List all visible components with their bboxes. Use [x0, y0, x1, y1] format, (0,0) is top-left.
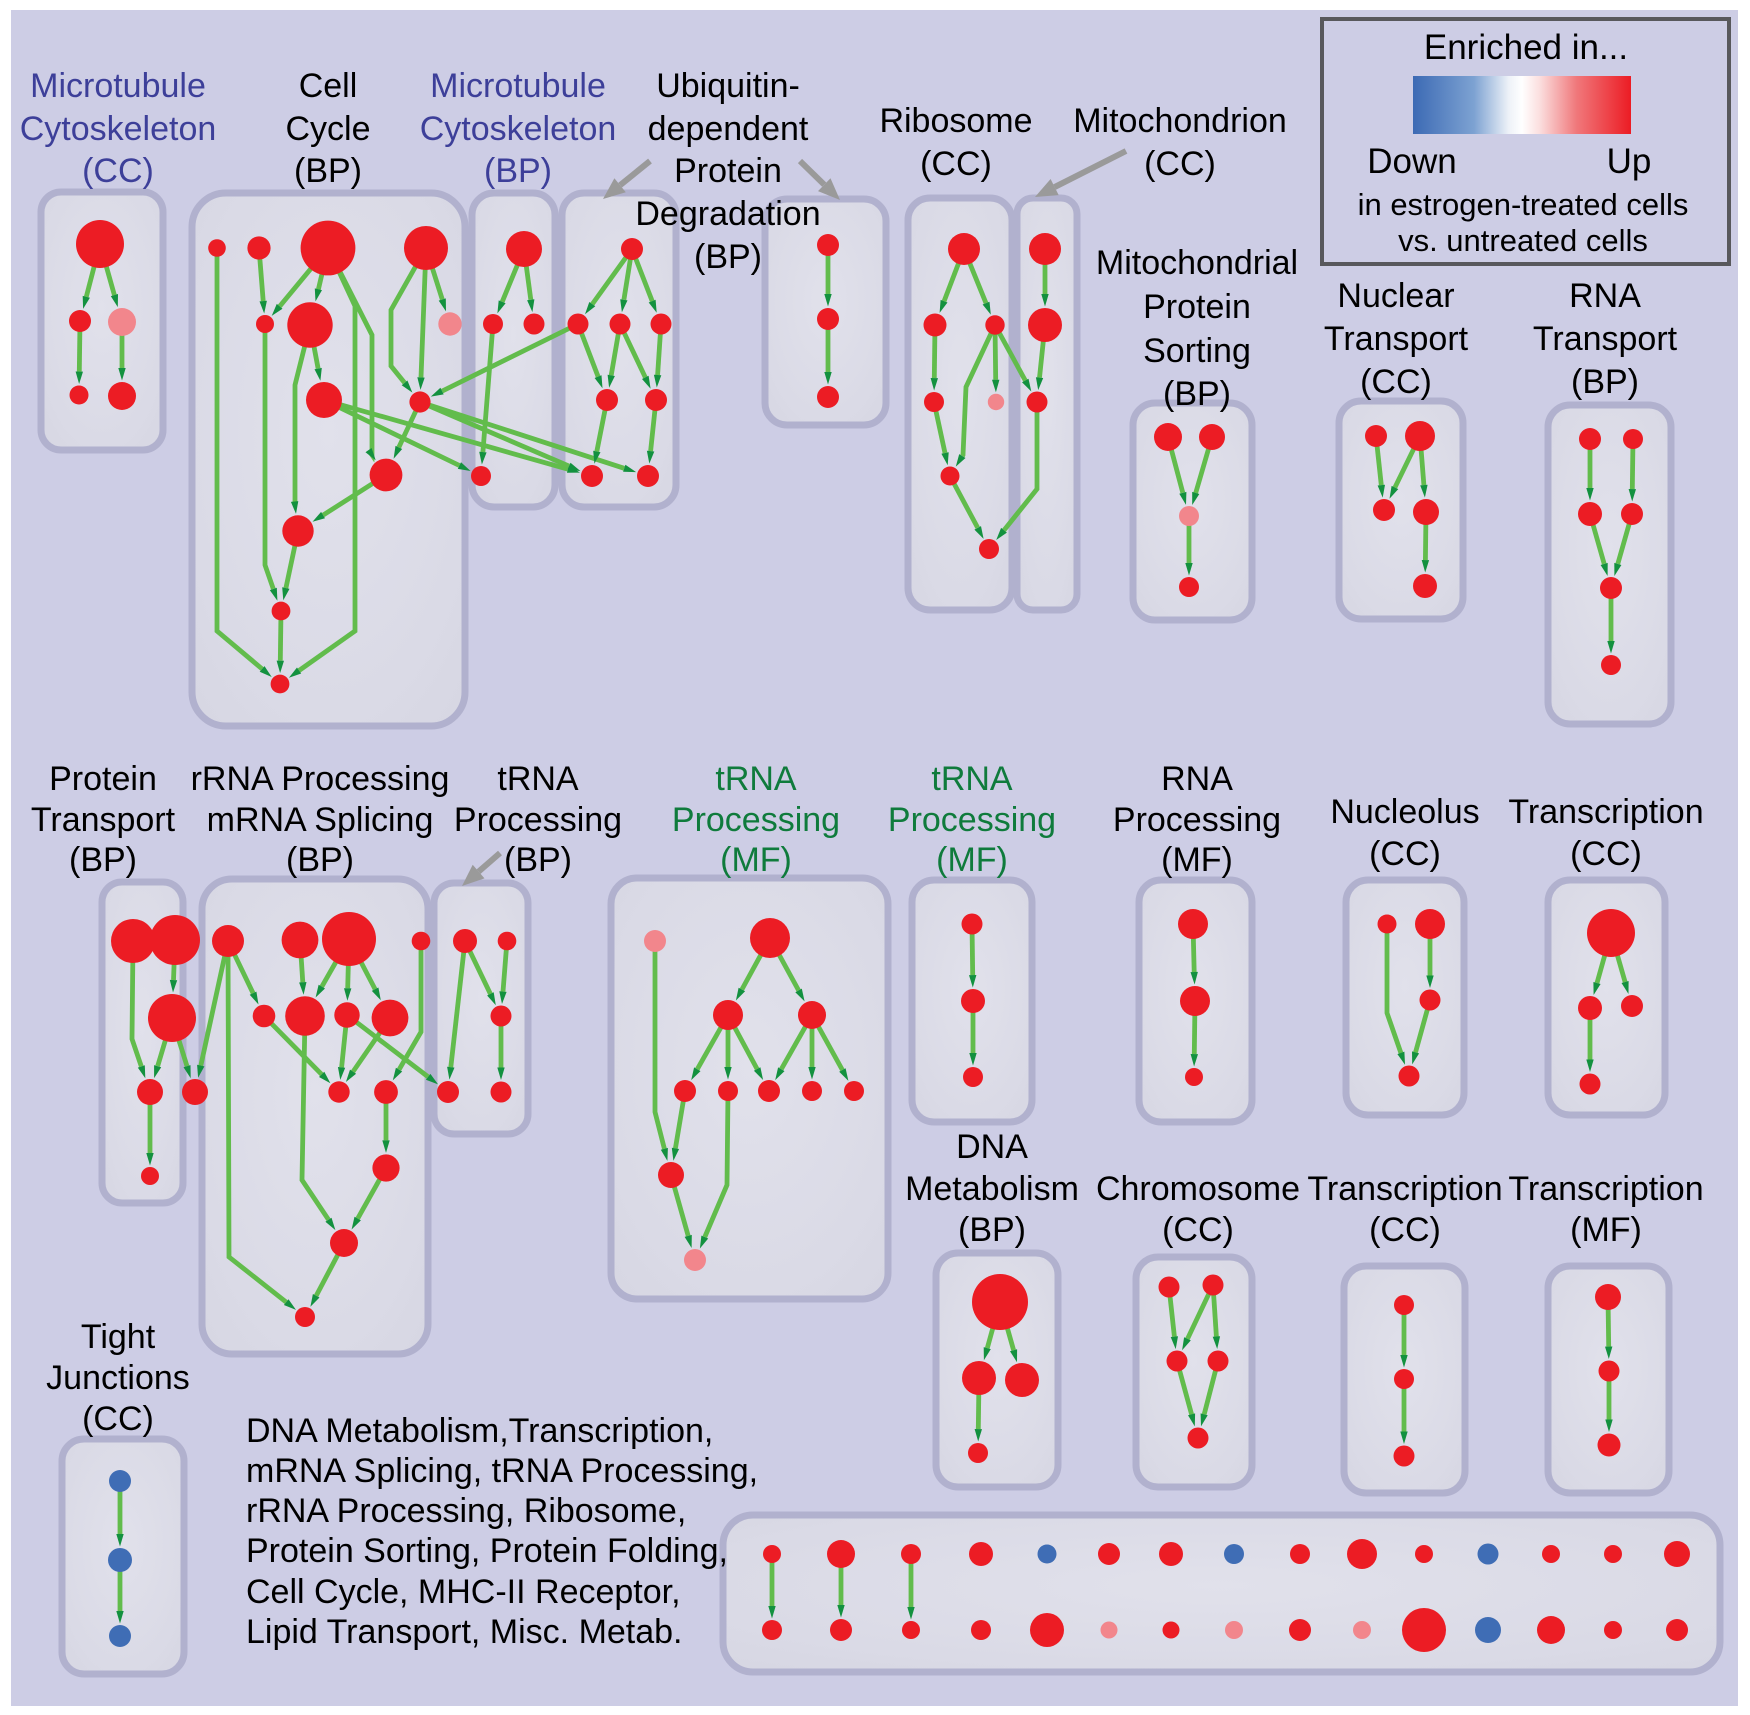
- svg-text:(BP): (BP): [1163, 375, 1231, 413]
- svg-text:RNA: RNA: [1161, 760, 1233, 798]
- svg-text:(BP): (BP): [1571, 363, 1639, 401]
- svg-text:(BP): (BP): [958, 1211, 1026, 1249]
- svg-text:dependent: dependent: [648, 110, 809, 148]
- svg-text:Cytoskeleton: Cytoskeleton: [420, 110, 617, 148]
- svg-text:Nuclear: Nuclear: [1337, 277, 1454, 315]
- svg-text:(CC): (CC): [1369, 835, 1441, 873]
- svg-text:(CC): (CC): [1360, 363, 1432, 401]
- svg-text:(CC): (CC): [1144, 145, 1216, 183]
- svg-text:Protein: Protein: [1143, 288, 1251, 326]
- svg-text:(MF): (MF): [720, 841, 792, 879]
- svg-text:mRNA Splicing, tRNA Processing: mRNA Splicing, tRNA Processing,: [246, 1452, 758, 1490]
- svg-text:tRNA: tRNA: [715, 760, 797, 798]
- svg-text:(CC): (CC): [1369, 1211, 1441, 1249]
- svg-text:Nucleolus: Nucleolus: [1330, 793, 1479, 831]
- svg-text:Cytoskeleton: Cytoskeleton: [20, 110, 217, 148]
- svg-text:Cell Cycle, MHC-II Receptor,: Cell Cycle, MHC-II Receptor,: [246, 1573, 681, 1611]
- svg-text:Degradation: Degradation: [635, 195, 820, 233]
- svg-text:in estrogen-treated cells: in estrogen-treated cells: [1358, 187, 1689, 222]
- svg-text:Ribosome: Ribosome: [879, 102, 1032, 140]
- svg-text:Transport: Transport: [1533, 320, 1678, 358]
- svg-text:Microtubule: Microtubule: [30, 67, 206, 105]
- svg-text:RNA: RNA: [1569, 277, 1641, 315]
- svg-text:(BP): (BP): [69, 841, 137, 879]
- svg-text:Transcription: Transcription: [1508, 1170, 1703, 1208]
- svg-text:Mitochondrial: Mitochondrial: [1096, 244, 1298, 282]
- svg-text:Mitochondrion: Mitochondrion: [1073, 102, 1287, 140]
- svg-text:Transcription: Transcription: [1508, 793, 1703, 831]
- svg-text:rRNA Processing, Ribosome,: rRNA Processing, Ribosome,: [246, 1492, 686, 1530]
- svg-text:tRNA: tRNA: [931, 760, 1013, 798]
- svg-text:Metabolism: Metabolism: [905, 1170, 1079, 1208]
- svg-text:(CC): (CC): [920, 145, 992, 183]
- svg-text:(BP): (BP): [286, 841, 354, 879]
- svg-text:Sorting: Sorting: [1143, 332, 1251, 370]
- svg-text:Protein: Protein: [674, 152, 782, 190]
- svg-text:Enriched in...: Enriched in...: [1424, 28, 1628, 67]
- svg-text:Lipid Transport, Misc. Metab.: Lipid Transport, Misc. Metab.: [246, 1613, 683, 1651]
- svg-text:Down: Down: [1367, 142, 1456, 181]
- svg-text:Processing: Processing: [672, 801, 840, 839]
- svg-text:(CC): (CC): [1570, 835, 1642, 873]
- svg-text:Processing: Processing: [1113, 801, 1281, 839]
- svg-text:mRNA Splicing: mRNA Splicing: [207, 801, 434, 839]
- svg-text:DNA: DNA: [956, 1128, 1028, 1166]
- svg-text:Processing: Processing: [454, 801, 622, 839]
- svg-text:Cell: Cell: [299, 67, 358, 105]
- svg-text:(BP): (BP): [694, 238, 762, 276]
- svg-text:Transport: Transport: [31, 801, 176, 839]
- svg-text:Protein Sorting, Protein Foldi: Protein Sorting, Protein Folding,: [246, 1532, 728, 1570]
- svg-text:Transcription: Transcription: [1307, 1170, 1502, 1208]
- svg-text:(MF): (MF): [936, 841, 1008, 879]
- svg-text:Protein: Protein: [49, 760, 157, 798]
- svg-text:(BP): (BP): [484, 152, 552, 190]
- svg-text:Cycle: Cycle: [285, 110, 370, 148]
- svg-text:Up: Up: [1607, 142, 1652, 181]
- svg-text:Junctions: Junctions: [46, 1359, 190, 1397]
- svg-text:Microtubule: Microtubule: [430, 67, 606, 105]
- svg-text:tRNA: tRNA: [497, 760, 579, 798]
- svg-text:(CC): (CC): [82, 1400, 154, 1438]
- svg-text:Transport: Transport: [1324, 320, 1469, 358]
- svg-text:DNA Metabolism,Transcription,: DNA Metabolism,Transcription,: [246, 1412, 713, 1450]
- svg-text:(BP): (BP): [294, 152, 362, 190]
- svg-text:(BP): (BP): [504, 841, 572, 879]
- svg-text:Ubiquitin-: Ubiquitin-: [656, 67, 800, 105]
- svg-text:Chromosome: Chromosome: [1096, 1170, 1300, 1208]
- svg-text:(MF): (MF): [1570, 1211, 1642, 1249]
- svg-text:Processing: Processing: [888, 801, 1056, 839]
- svg-text:(MF): (MF): [1161, 841, 1233, 879]
- svg-text:vs. untreated cells: vs. untreated cells: [1398, 223, 1648, 258]
- svg-text:Tight: Tight: [81, 1318, 156, 1356]
- svg-text:rRNA Processing: rRNA Processing: [191, 760, 450, 798]
- svg-text:(CC): (CC): [82, 152, 154, 190]
- svg-text:(CC): (CC): [1162, 1211, 1234, 1249]
